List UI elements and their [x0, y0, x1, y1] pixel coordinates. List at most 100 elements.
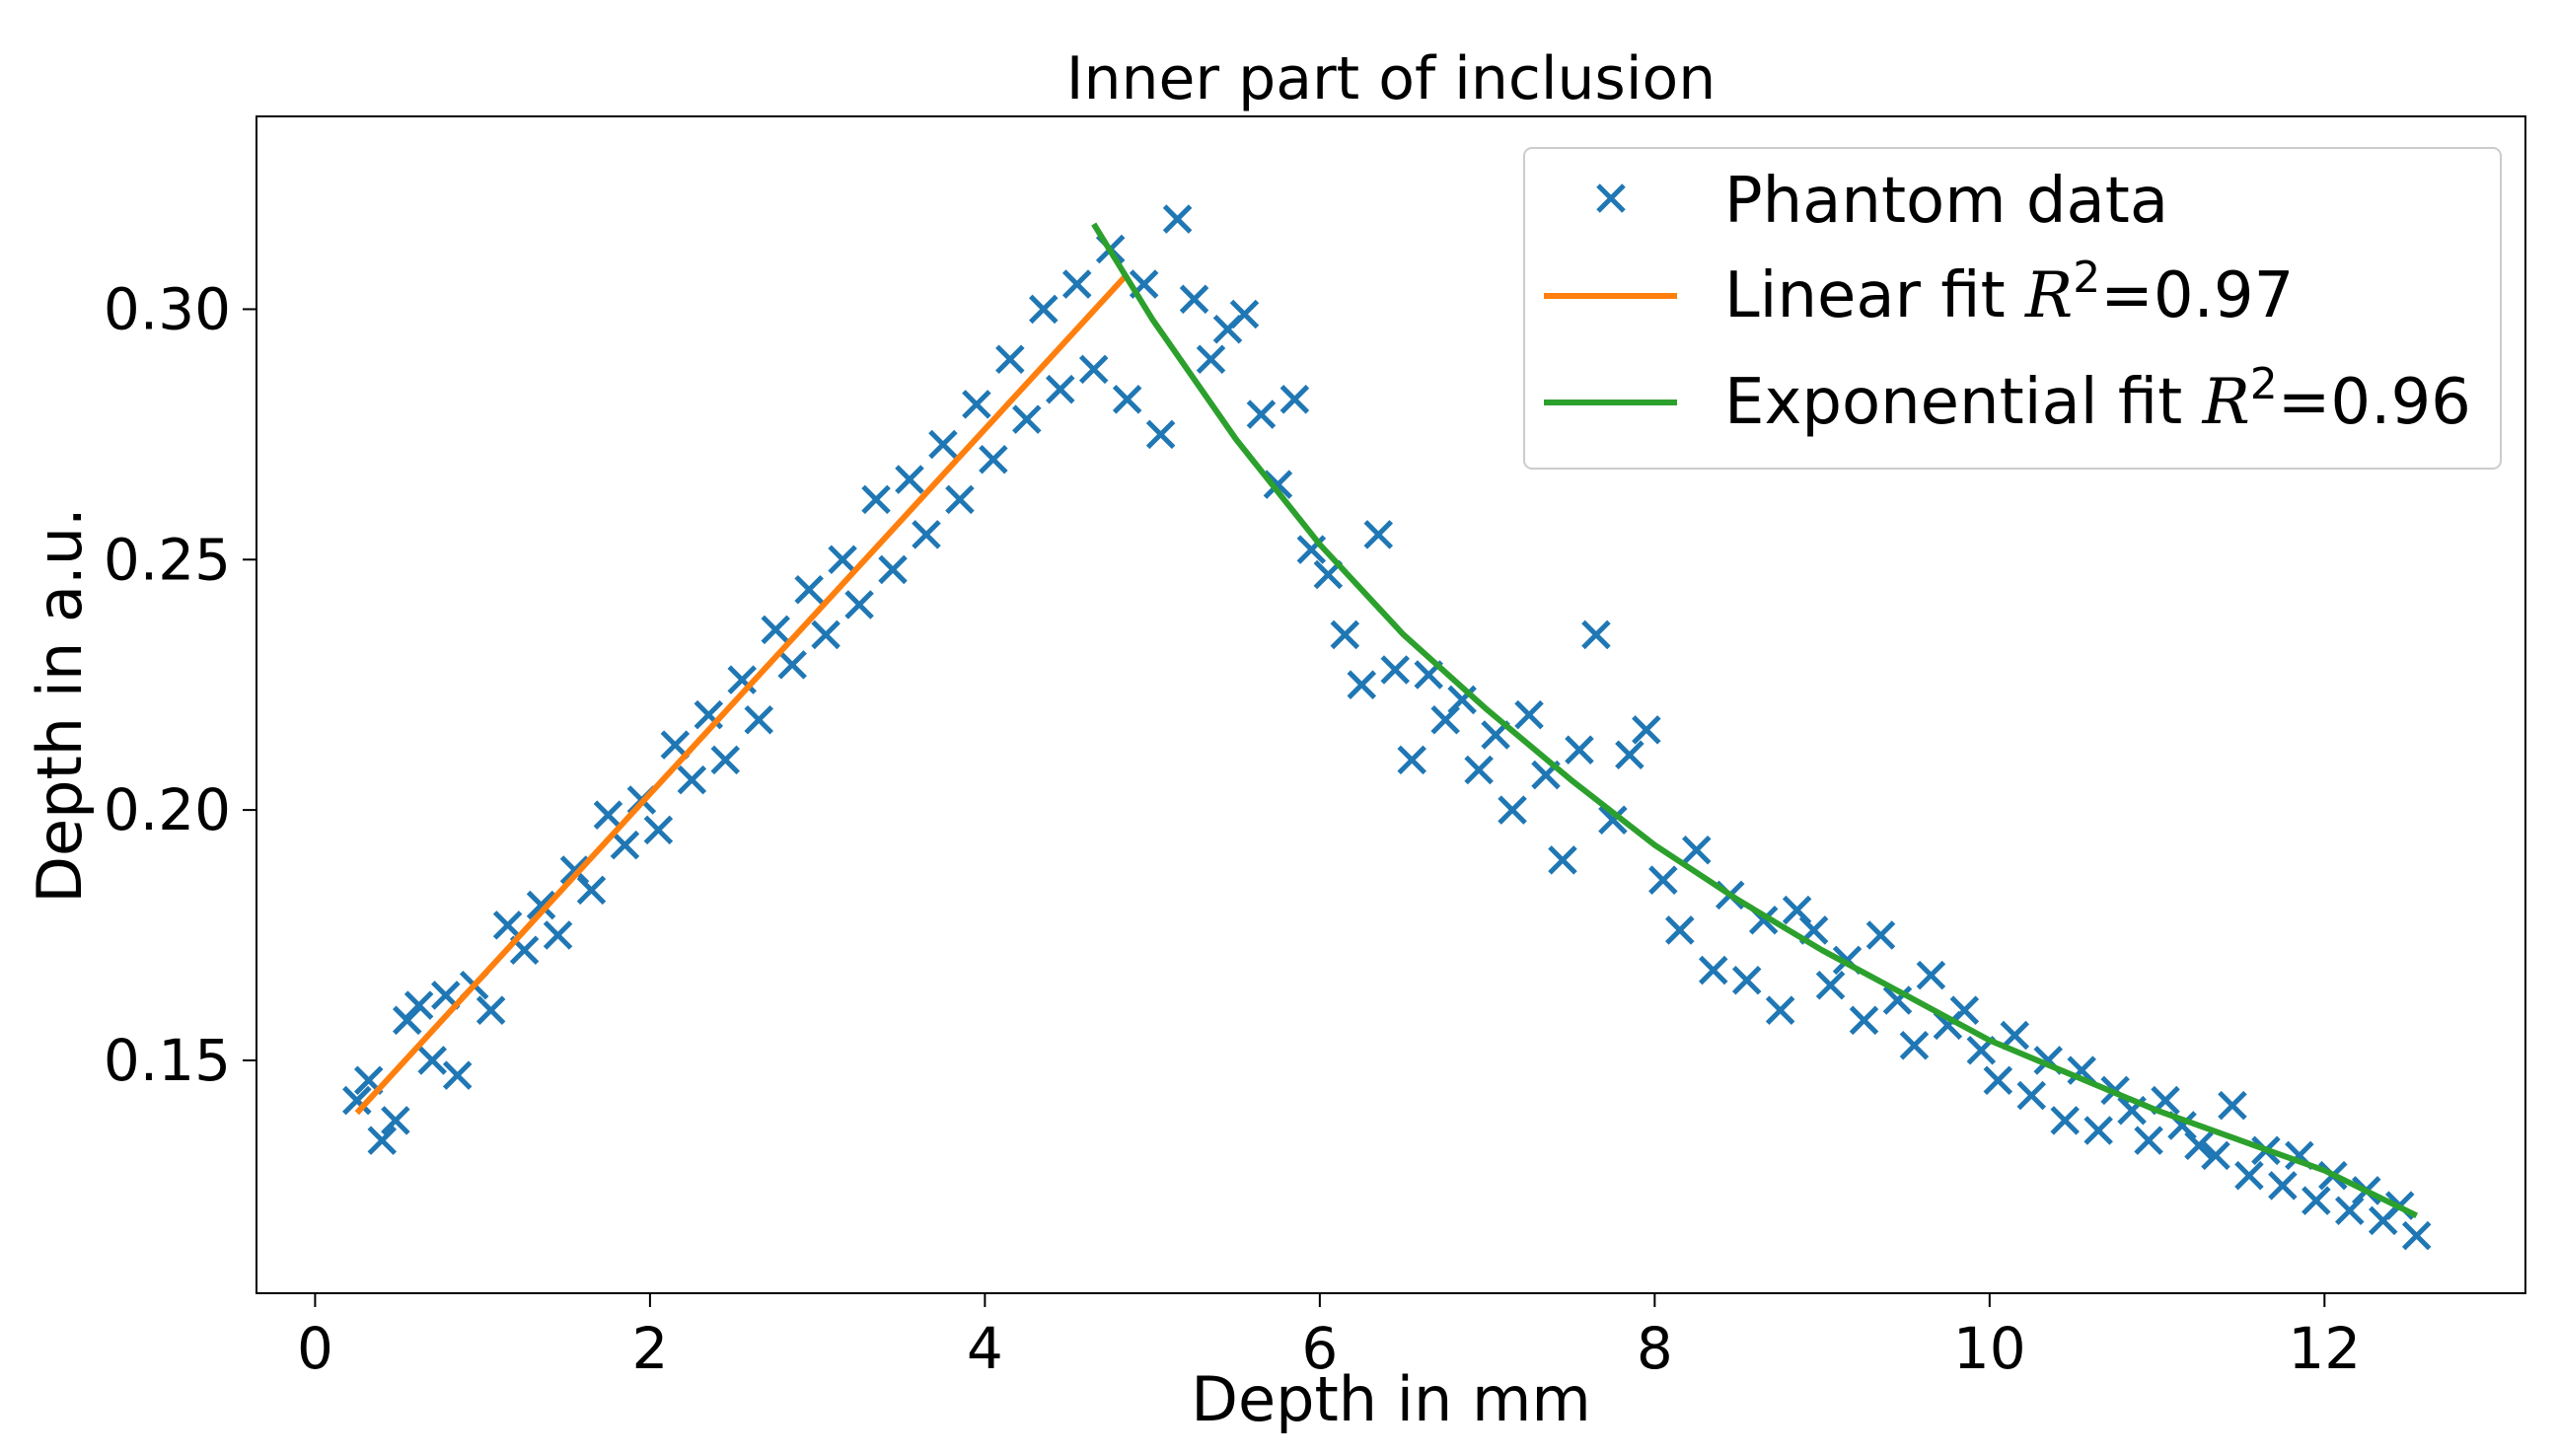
data-point: [1682, 835, 1712, 865]
x-tick-label: 12: [2288, 1315, 2361, 1382]
data-point: [1347, 670, 1377, 699]
data-point: [1229, 299, 1260, 329]
exponential-fit-line: [1091, 222, 2419, 1218]
data-point: [828, 545, 857, 575]
y-tick-label: 0.15: [104, 1027, 231, 1094]
legend-marker-phantom: [1596, 183, 1626, 213]
data-point: [1464, 755, 1494, 785]
data-point: [610, 830, 640, 860]
data-point: [643, 815, 674, 845]
data-point: [2000, 1020, 2030, 1051]
legend-label-exponential: Exponential fit R2=0.96: [1724, 359, 2471, 440]
y-axis-label: Depth in a.u.: [24, 507, 96, 904]
data-point: [878, 554, 908, 585]
data-point: [492, 910, 523, 940]
data-point: [2184, 1130, 2214, 1161]
data-point: [2234, 1160, 2264, 1191]
x-axis-ticks: 0 2 4 6 8 10 12: [297, 1293, 2361, 1382]
x-axis-label: Depth in mm: [1191, 1363, 1591, 1435]
data-point: [1565, 735, 1594, 764]
plot-frame: [256, 115, 2526, 1294]
y-tick-label: 0.25: [104, 526, 231, 593]
data-point: [526, 890, 556, 920]
data-point: [1899, 1030, 1930, 1060]
data-point: [912, 520, 941, 549]
data-point: [2134, 1126, 2163, 1155]
data-point: [794, 574, 824, 605]
data-point: [2268, 1171, 2298, 1201]
x-tick-label: 8: [1637, 1315, 1673, 1382]
data-point: [945, 484, 975, 515]
data-point: [2218, 1090, 2247, 1121]
data-point: [1983, 1065, 2013, 1096]
data-point: [2016, 1080, 2047, 1111]
data-point: [1698, 955, 1728, 985]
x-tick-label: 10: [1953, 1315, 2026, 1382]
data-point: [2067, 1056, 2096, 1085]
data-point: [1514, 699, 1544, 730]
x-tick-label: 6: [1301, 1315, 1338, 1382]
data-point: [1012, 404, 1042, 434]
data-point: [1380, 655, 1411, 685]
chart-title: Inner part of inclusion: [1066, 44, 1716, 113]
data-point: [576, 875, 607, 906]
data-point: [995, 344, 1025, 374]
legend-label-linear: Linear fit R2=0.97: [1724, 253, 2294, 333]
data-point: [861, 484, 891, 515]
x-tick-label: 0: [297, 1315, 333, 1382]
data-point: [1882, 985, 1913, 1015]
data-point: [1849, 1005, 1879, 1036]
data-point: [1815, 971, 1846, 1000]
linear-fit-line: [354, 271, 1130, 1116]
data-point: [1581, 619, 1611, 650]
data-point: [844, 590, 874, 619]
data-point: [1765, 995, 1795, 1025]
data-point: [895, 465, 924, 494]
data-point: [1498, 795, 1527, 825]
fit-lines: [354, 222, 2419, 1218]
data-point: [1916, 960, 1946, 990]
data-point: [710, 745, 741, 775]
data-point: [417, 1046, 447, 1075]
data-point: [1363, 520, 1394, 549]
data-point: [1029, 294, 1059, 325]
data-point: [979, 444, 1008, 474]
data-point: [2201, 1140, 2230, 1171]
data-point: [442, 1060, 473, 1090]
data-point: [1045, 374, 1075, 404]
data-point: [1112, 385, 1142, 414]
data-point: [403, 990, 434, 1020]
data-point: [1615, 740, 1644, 770]
data-point: [1598, 805, 1628, 836]
data-point: [1397, 745, 1426, 775]
data-point: [962, 390, 991, 419]
data-point: [2401, 1220, 2432, 1251]
legend-label-phantom: Phantom data: [1724, 165, 2168, 238]
data-point: [1145, 419, 1176, 450]
data-point: [1665, 915, 1695, 945]
data-point: [1648, 865, 1678, 895]
y-tick-label: 0.30: [104, 275, 231, 342]
legend-frame: [1523, 147, 2502, 470]
data-point: [677, 764, 707, 795]
data-point: [593, 800, 623, 830]
legend: Phantom data Linear fit R2=0.97 Exponent…: [1523, 147, 2502, 470]
data-point: [1548, 845, 1577, 875]
data-point: [342, 1085, 372, 1116]
data-point: [1263, 470, 1293, 499]
data-point: [1061, 269, 1092, 299]
data-point: [777, 650, 807, 680]
data-point: [2083, 1116, 2113, 1145]
x-tick-label: 4: [967, 1315, 1003, 1382]
data-point: [1179, 284, 1209, 315]
data-point: [811, 619, 840, 650]
data-point: [367, 1126, 398, 1155]
data-point: [928, 429, 958, 460]
data-point: [1731, 965, 1762, 995]
data-point: [475, 995, 506, 1025]
data-point: [744, 704, 773, 735]
data-point: [1330, 619, 1360, 650]
data-point: [543, 920, 573, 950]
data-point: [1279, 385, 1310, 414]
